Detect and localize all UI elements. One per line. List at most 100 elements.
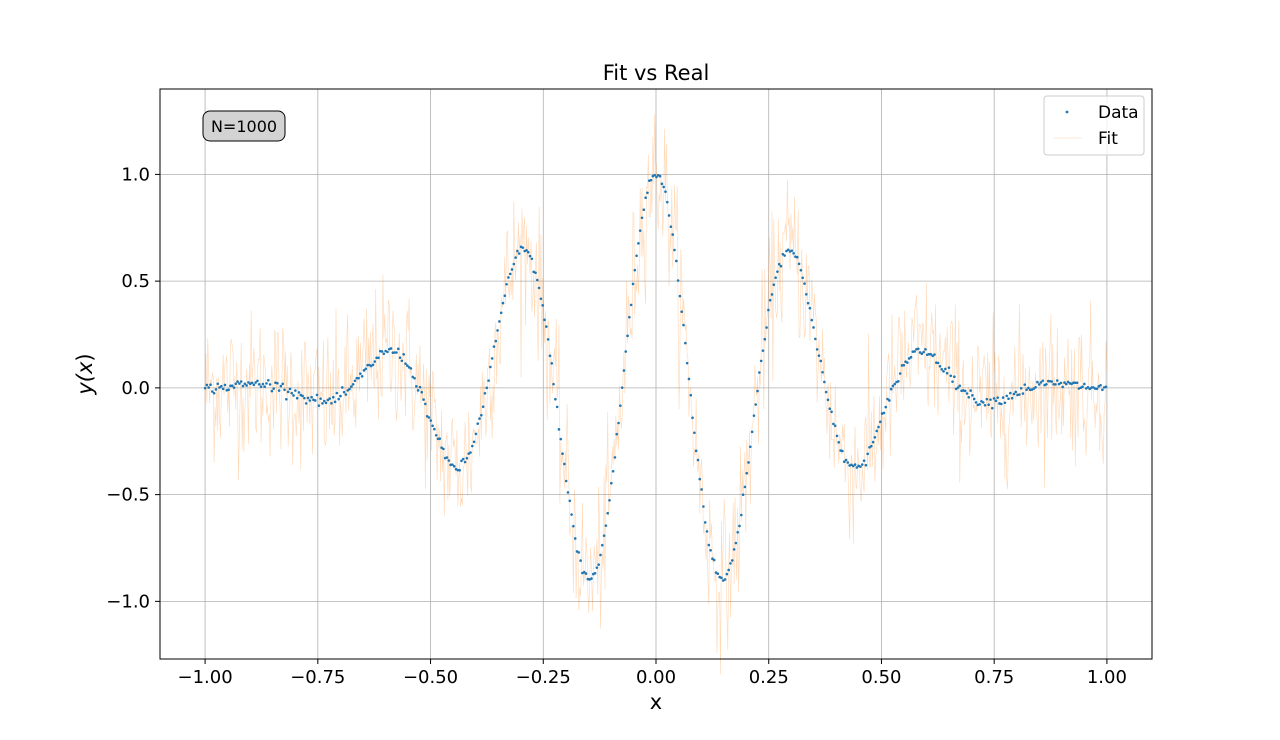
data-point [815,348,819,351]
y-tick-label: 1.0 [121,164,150,185]
data-point [492,345,496,348]
data-point [619,404,622,407]
data-point [1081,385,1084,389]
data-point [685,361,689,365]
data-point [626,334,629,338]
grid [160,89,1152,659]
data-point [924,348,927,351]
data-point [230,384,234,388]
data-point [694,449,698,453]
data-point [290,391,294,395]
data-point [795,255,799,259]
data-point [337,397,340,401]
data-point [297,391,301,394]
data-point [1007,397,1010,400]
x-tick-label: −0.75 [290,667,345,688]
data-point [676,279,680,282]
data-point [1009,391,1012,395]
data-point [386,350,389,354]
data-point [351,383,355,386]
data-point [990,406,994,410]
data-point [741,493,745,497]
data-point [481,405,485,409]
data-point [465,456,469,460]
data-point [889,387,893,391]
data-point [393,351,396,354]
x-axis-label: x [650,690,662,714]
data-point [236,380,239,383]
data-point [835,434,839,438]
data-point [642,208,646,212]
data-point [864,463,868,467]
data-point [503,294,507,298]
data-point [888,399,891,402]
data-point [667,214,671,217]
data-point [893,382,897,386]
data-point [743,485,747,489]
data-point [824,390,828,394]
data-point [821,370,824,374]
data-point [330,402,333,405]
data-point [377,356,380,360]
data-point [638,229,642,232]
data-point [548,354,552,358]
data-point [252,383,256,387]
data-point [584,572,588,575]
data-point [427,416,431,419]
data-point [902,363,906,367]
data-point [463,460,467,464]
data-point [256,379,259,383]
data-point [227,388,230,392]
data-point [765,326,768,329]
data-point [359,372,362,375]
data-point [711,557,714,561]
data-point [644,196,647,200]
data-point [431,424,434,428]
data-point [543,318,546,322]
data-point [763,337,767,341]
data-point [951,380,954,383]
data-point [442,447,445,451]
data-point [485,386,489,390]
data-point [882,411,886,415]
data-point [859,465,862,468]
data-point [512,262,516,266]
data-point [452,465,456,468]
data-point [413,376,416,380]
data-point [736,530,739,534]
data-point [812,326,815,329]
data-point [241,384,245,388]
data-point [978,403,981,406]
data-point [1083,382,1086,386]
data-point [953,375,956,378]
data-point [221,387,225,391]
data-point [371,363,375,367]
data-point [545,325,548,328]
data-point [604,524,608,527]
data-point [637,242,640,245]
data-point [866,452,869,456]
data-point [203,386,207,390]
data-point [418,385,422,389]
data-point [617,421,620,425]
data-point [476,422,480,425]
data-point [1036,380,1039,384]
data-point [631,282,635,286]
data-point [640,216,644,220]
data-point [687,377,691,381]
data-point [554,397,557,401]
data-point [967,396,971,399]
data-point [239,380,243,383]
data-point [684,341,687,345]
x-tick-label: −1.00 [178,667,233,688]
data-point [295,396,299,400]
data-point [720,576,723,580]
data-point [933,353,936,356]
data-point [572,524,575,528]
legend-marker-data [1065,110,1069,114]
data-point [916,347,920,351]
data-point [411,375,415,379]
data-point [851,464,855,468]
data-point [265,382,268,385]
data-point [360,375,364,378]
